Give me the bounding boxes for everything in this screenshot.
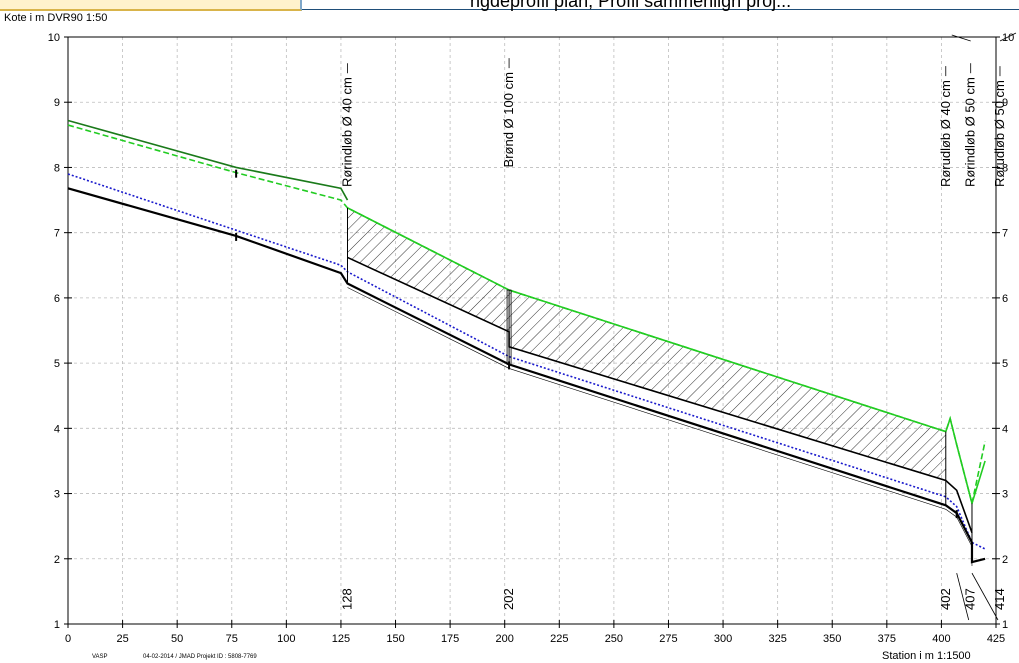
x-axis-title: Station i m 1:1500: [882, 650, 971, 662]
y-tick-label-right: 4: [1002, 423, 1008, 435]
y-tick-label-left: 9: [54, 97, 60, 109]
x-tick-label: 425: [987, 633, 1005, 645]
top-bar-rule: [302, 9, 1019, 10]
station-label: 407: [963, 588, 978, 610]
annotation-diagonal: [951, 34, 971, 42]
x-tick-label: 75: [226, 633, 238, 645]
structures-group: 128 202 402 407 414 Rørindløb Ø 40 cm Brønd Ø …: [235, 32, 1017, 621]
y-tick-label-right: 2: [1002, 554, 1008, 566]
y-tick-label-left: 8: [54, 162, 60, 174]
x-tick-label: 200: [496, 633, 514, 645]
x-tick-label: 50: [171, 633, 183, 645]
structure-annotation: Rørudløb Ø 50 cm: [992, 80, 1007, 187]
annotation-diagonal: [999, 32, 1017, 42]
x-tick-label: 100: [277, 633, 295, 645]
y-tick-label-left: 2: [54, 554, 60, 566]
x-tick-label: 300: [714, 633, 732, 645]
series-terrain-existing: [67, 119, 349, 201]
y-tick-label-left: 6: [54, 293, 60, 305]
plot-border: [67, 36, 997, 625]
x-tick-label: 25: [116, 633, 128, 645]
y-tick-label-right: 8: [1002, 162, 1008, 174]
x-tick-label: 375: [878, 633, 896, 645]
y-tick-label-left: 10: [48, 32, 60, 44]
y-tick-label-right: 7: [1002, 228, 1008, 240]
hatched-area: [347, 207, 946, 481]
y-axis-title: Kote i m DVR90 1:50: [4, 12, 108, 24]
station-leader: [971, 572, 999, 621]
x-tick-label: 225: [550, 633, 568, 645]
y-tick-label-right: 9: [1002, 97, 1008, 109]
top-bar-tab: [0, 0, 302, 11]
structure-annotation: Rørudløb Ø 40 cm: [938, 80, 953, 187]
y-tick-label-left: 5: [54, 358, 60, 370]
y-tick-label-right: 6: [1002, 293, 1008, 305]
x-tick-label: 250: [605, 633, 623, 645]
x-tick-label: 150: [386, 633, 404, 645]
plot-frame: [67, 36, 997, 625]
station-label: 202: [501, 588, 516, 610]
series-pipe-bottom: [67, 187, 986, 564]
station-label: 414: [992, 588, 1007, 610]
y-tick-label-left: 7: [54, 228, 60, 240]
y-tick-label-right: 1: [1002, 619, 1008, 631]
x-tick-label: 275: [659, 633, 677, 645]
station-leader: [956, 573, 970, 621]
x-tick-label: 175: [441, 633, 459, 645]
station-label: 128: [339, 588, 354, 610]
top-bar: ngdeprofil plan, Profil sammenlign proj.…: [0, 0, 1019, 12]
series-pipe-top: [347, 256, 973, 533]
structure-annotation: Rørindløb Ø 50 cm: [963, 77, 978, 187]
axis-ticks: 1 12 23 34 45 56 67 78 89 910 100 25 50 75 100 125 150 17…: [48, 32, 1015, 645]
y-tick-label-left: 4: [54, 423, 60, 435]
page-title: ngdeprofil plan, Profil sammenlign proj.…: [470, 0, 792, 11]
x-tick-label: 350: [823, 633, 841, 645]
structure-annotation: Brønd Ø 100 cm: [501, 72, 516, 167]
x-tick-label: 325: [768, 633, 786, 645]
y-tick-label-right: 3: [1002, 489, 1008, 501]
y-tick-label-left: 1: [54, 619, 60, 631]
station-label: 402: [938, 588, 953, 610]
structure-annotation: Rørindløb Ø 40 cm: [339, 77, 354, 187]
x-tick-label: 400: [932, 633, 950, 645]
y-tick-label-left: 3: [54, 489, 60, 501]
x-tick-label: 0: [65, 633, 71, 645]
footer-stamp: 04-02-2014 / JMAD Projekt ID : 5808-7769: [143, 654, 257, 660]
y-tick-label-right: 10: [1002, 32, 1014, 44]
hatched-fill: [347, 207, 946, 481]
x-tick-label: 125: [332, 633, 350, 645]
footer-code: VASP: [92, 654, 108, 660]
series-water-level: [67, 173, 986, 550]
y-tick-label-right: 5: [1002, 358, 1008, 370]
